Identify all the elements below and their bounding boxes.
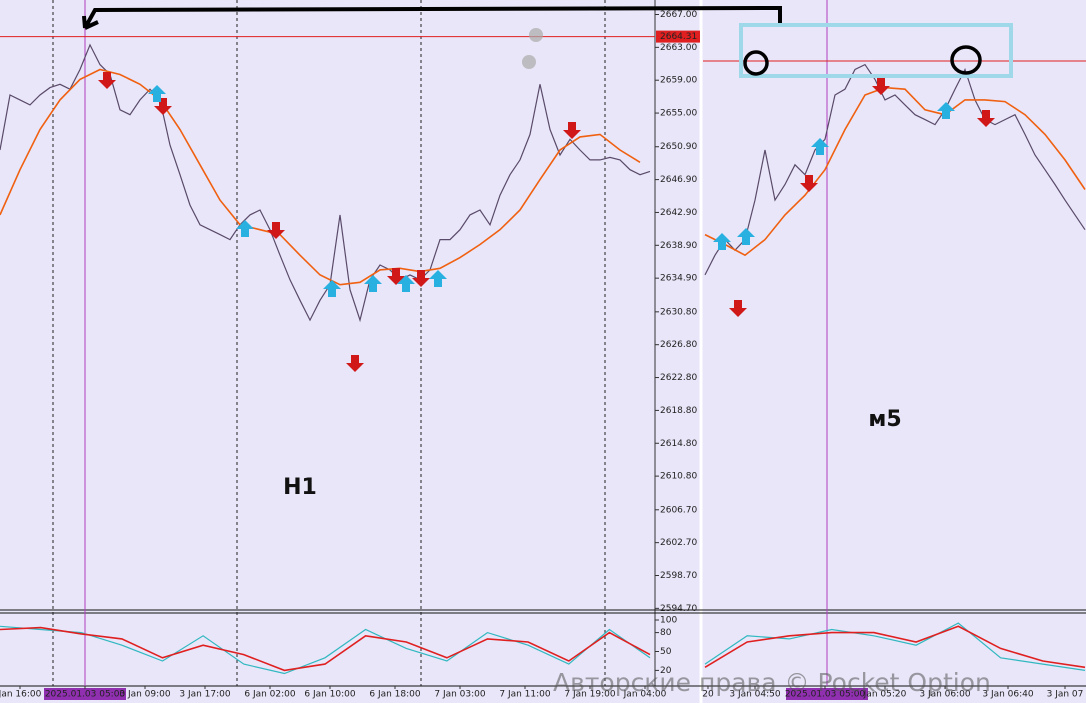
y-tick-label: 100 — [660, 616, 677, 626]
y-tick-label: 2614.80 — [660, 439, 697, 449]
y-tick-label: 2606.70 — [660, 505, 697, 515]
y-tick-label: 2634.90 — [660, 274, 697, 284]
y-tick-label: 2650.90 — [660, 142, 697, 152]
drawings — [82, 5, 1013, 78]
x-tick-label: 2025.01.03 05:00 — [45, 690, 126, 700]
y-tick-label: 2659.00 — [660, 76, 697, 86]
sell-arrow — [729, 300, 747, 317]
buy-arrow — [811, 138, 829, 155]
buy-arrow — [397, 275, 415, 292]
sell-arrow — [346, 355, 364, 372]
y-tick-label: 2638.90 — [660, 241, 697, 251]
buy-arrow — [429, 270, 447, 287]
x-tick-label: 3 Jan 17:00 — [179, 690, 231, 700]
sell-arrow — [412, 270, 430, 287]
buy-arrow — [937, 102, 955, 119]
sell-arrow — [98, 72, 116, 89]
y-tick-label: 2630.80 — [660, 307, 697, 317]
drawn-arrow — [82, 5, 782, 30]
y-tick-label: 2598.70 — [660, 571, 697, 581]
plot — [704, 622, 1086, 671]
buy-arrow — [364, 275, 382, 292]
y-tick-label: 2663.00 — [660, 43, 697, 53]
buy-arrow — [148, 85, 166, 102]
cursor-time-box — [786, 688, 868, 700]
buy-arrows — [148, 85, 955, 297]
y-tick-label: 2655.00 — [660, 109, 697, 119]
timeframe-label: H1 — [283, 475, 317, 500]
x-tick-label: 6 Jan 18:00 — [369, 690, 421, 700]
y-tick-label: 2642.90 — [660, 208, 697, 218]
drawn-box — [739, 23, 1013, 78]
y-tick-label: 2602.70 — [660, 538, 697, 548]
sell-arrow — [267, 222, 285, 239]
marker — [522, 55, 536, 69]
sell-arrow — [977, 110, 995, 127]
y-tick-label: 2667.00 — [660, 10, 697, 20]
y-tick-label: 20 — [660, 666, 672, 676]
buy-arrow — [236, 220, 254, 237]
day-separators — [52, 0, 606, 686]
x-tick-label: 3 Jan 04:50 — [729, 690, 781, 700]
price-label: 2664.31 — [660, 32, 697, 42]
series-line — [704, 622, 1086, 671]
y-tick-label: 2622.80 — [660, 373, 697, 383]
series-line — [0, 68, 641, 286]
marker — [529, 28, 543, 42]
sell-arrow — [563, 122, 581, 139]
plot — [704, 63, 1086, 276]
x-tick-label: 3 Jan 06:40 — [982, 690, 1034, 700]
series-line — [704, 625, 1086, 669]
y-tick-label: 2618.80 — [660, 406, 697, 416]
y-tick-label: 2594.70 — [660, 604, 697, 614]
x-tick-label: Jan 04:00 — [623, 690, 667, 700]
series-line — [0, 625, 651, 675]
x-tick-label: 3 Jan 06:00 — [919, 690, 971, 700]
series-line — [704, 86, 1086, 257]
watermark: Авторские права © Pocket Option — [553, 668, 991, 697]
sell-arrow — [800, 175, 818, 192]
sell-arrows — [98, 72, 995, 372]
x-tick-label: 6 Jan 10:00 — [304, 690, 356, 700]
sell-arrow — [154, 98, 172, 115]
sell-arrow — [872, 78, 890, 95]
x-tick-label: 3 Jan 09:00 — [119, 690, 171, 700]
cursor-time-box — [44, 688, 126, 700]
buy-arrow — [323, 280, 341, 297]
y-tick-label: 2610.80 — [660, 472, 697, 482]
x-tick-label: 2025.01.03 05:00 — [785, 690, 866, 700]
series-line — [704, 63, 1086, 276]
drawn-circle — [950, 45, 982, 75]
price-label-box — [656, 30, 700, 43]
sell-arrow — [387, 268, 405, 285]
y-tick-label: 2646.90 — [660, 175, 697, 185]
series-line — [0, 626, 651, 672]
chart-layer: 2667.00 2663.00 2659.00 2655.00 2650.90 2646.… — [0, 10, 1086, 700]
buy-arrow — [713, 233, 731, 250]
x-tick-label: 7 Jan 19:00 — [564, 690, 616, 700]
y-tick-label: 2626.80 — [660, 340, 697, 350]
x-tick-label: 20 — [702, 690, 714, 700]
buy-arrow — [737, 228, 755, 245]
x-tick-label: Jan 05:20 — [863, 690, 907, 700]
y-tick-label: 50 — [660, 647, 672, 657]
x-tick-label: 7 Jan 03:00 — [434, 690, 486, 700]
x-tick-label: Jan 16:00 — [0, 690, 42, 700]
x-tick-label: 7 Jan 11:00 — [499, 690, 551, 700]
drawn-circle — [743, 50, 769, 76]
plot — [0, 625, 651, 675]
y-tick-label: 80 — [660, 628, 672, 638]
x-tick-label: 3 Jan 07 — [1047, 690, 1084, 700]
timeframe-label: м5 — [868, 407, 901, 432]
x-tick-label: 6 Jan 02:00 — [244, 690, 296, 700]
